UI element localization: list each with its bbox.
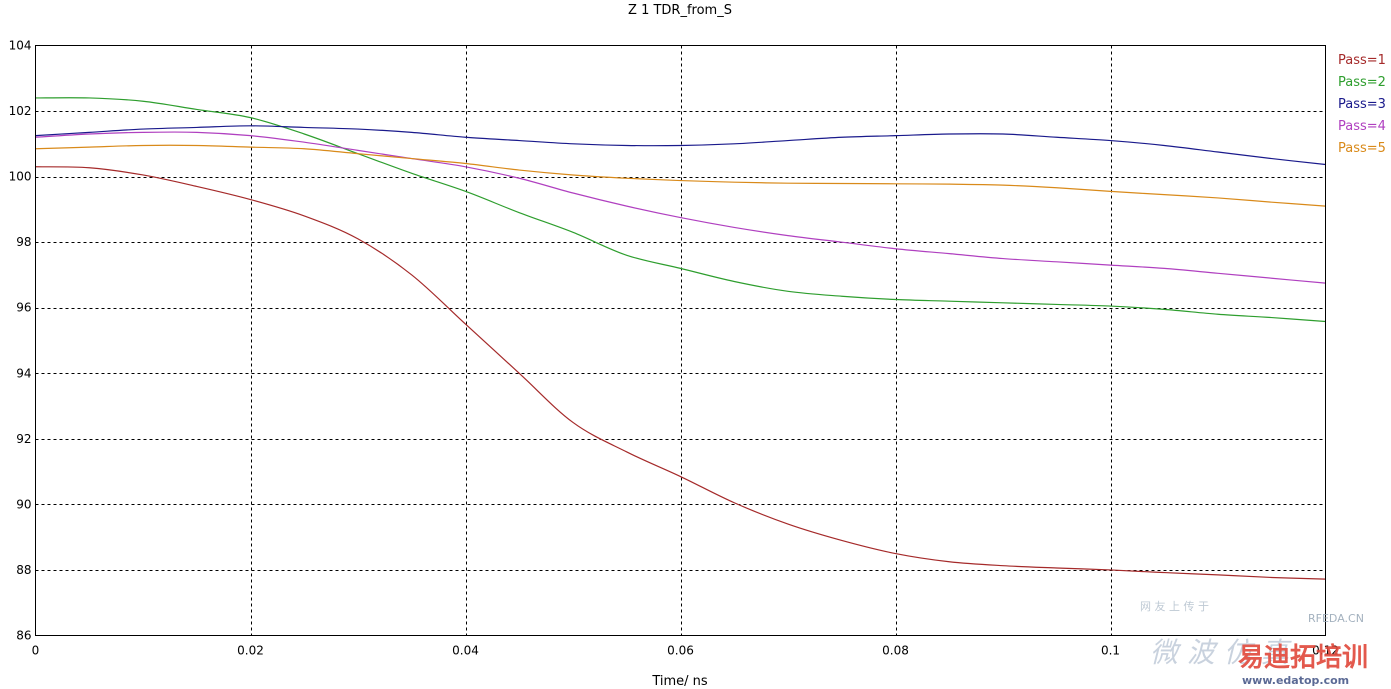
watermark: 网 友 上 传 于 微 波 仿 真 RFEDA.CN 易迪拓培训 www.eda…	[1140, 599, 1368, 687]
series-line-pass-1	[35, 166, 1326, 580]
watermark-small-text: 网 友 上 传 于	[1140, 599, 1209, 613]
x-tick-label: 0.08	[882, 644, 909, 658]
y-tick-label: 96	[16, 301, 31, 315]
y-tick-label: 90	[16, 497, 31, 511]
grid-lines	[35, 45, 1326, 636]
watermark-brand-text: 易迪拓培训	[1238, 643, 1368, 673]
legend-entry-pass-5: Pass=5	[1338, 141, 1386, 156]
x-tick-label: 0.06	[667, 644, 694, 658]
x-tick-label: 0.02	[237, 644, 264, 658]
x-tick-label: 0.1	[1101, 644, 1120, 658]
y-tick-label: 94	[16, 366, 31, 380]
y-tick-label: 104	[9, 39, 32, 53]
y-tick-label: 98	[16, 235, 31, 249]
series-layer	[35, 97, 1326, 580]
legend: Pass=1 Pass=2 Pass=3 Pass=4 Pass=5	[1338, 53, 1386, 156]
watermark-cjk-text: 微 波 仿 真	[1150, 636, 1293, 669]
x-tick-label: 0	[32, 644, 40, 658]
y-axis-ticks: 86 88 90 92 94 96 98 100 102 104	[9, 39, 32, 643]
series-line-pass-5	[35, 144, 1326, 207]
x-tick-label: 0.12	[1312, 644, 1339, 658]
y-tick-label: 100	[9, 170, 32, 184]
x-axis-label: Time/ ns	[651, 674, 708, 689]
plot-frame	[35, 45, 1326, 636]
series-line-pass-2	[35, 97, 1326, 323]
x-tick-label: 0.04	[452, 644, 479, 658]
chart-title: Z 1 TDR_from_S	[628, 3, 732, 18]
y-tick-label: 92	[16, 432, 31, 446]
legend-entry-pass-4: Pass=4	[1338, 119, 1386, 134]
watermark-site-text: RFEDA.CN	[1308, 612, 1364, 625]
series-line-pass-3	[35, 125, 1326, 166]
x-axis-ticks: 0 0.02 0.04 0.06 0.08 0.1 0.12	[32, 644, 1339, 658]
legend-entry-pass-2: Pass=2	[1338, 75, 1386, 90]
y-tick-label: 86	[16, 629, 31, 643]
legend-entry-pass-3: Pass=3	[1338, 97, 1386, 112]
series-line-pass-4	[35, 131, 1326, 284]
legend-entry-pass-1: Pass=1	[1338, 53, 1386, 68]
y-tick-label: 88	[16, 563, 31, 577]
y-tick-label: 102	[9, 104, 32, 118]
watermark-url-text: www.edatop.com	[1242, 674, 1349, 687]
